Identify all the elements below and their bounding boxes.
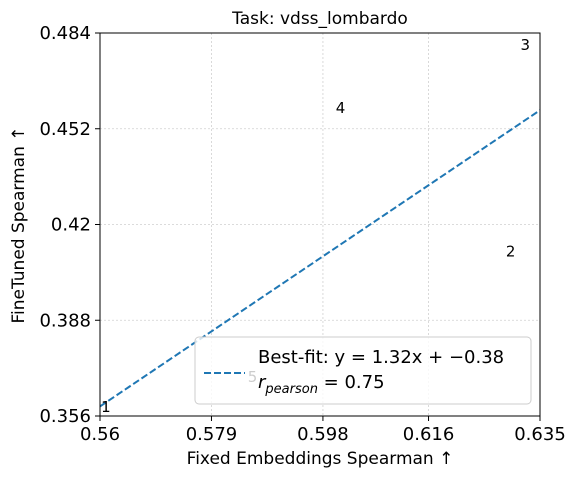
y-tick-label: 0.356: [39, 406, 91, 427]
x-axis-title: Fixed Embeddings Spearman ↑: [187, 449, 454, 469]
point-label-3: 3: [521, 36, 531, 54]
best-fit-line: [99, 109, 541, 408]
legend-pearson-value: = 0.75: [318, 372, 385, 393]
y-axis-ticks: 0.356 0.388 0.42 0.452 0.484: [39, 23, 100, 427]
legend: Best-fit: y = 1.32x + −0.38 rpearson = 0…: [194, 336, 532, 405]
x-tick-label: 0.579: [186, 424, 238, 445]
y-tick-label: 0.452: [39, 119, 91, 140]
y-tick-label: 0.484: [39, 23, 91, 44]
y-axis-title: FineTuned Spearman ↑: [9, 126, 29, 323]
legend-pearson-r: r: [258, 372, 267, 393]
chart-title: Task: vdss_lombardo: [231, 9, 408, 29]
point-label-2: 2: [506, 242, 516, 260]
x-tick-label: 0.56: [80, 424, 120, 445]
legend-pearson-subscript: pearson: [264, 382, 318, 397]
x-axis-ticks: 0.56 0.579 0.598 0.616 0.635: [80, 416, 566, 445]
legend-pearson-label: rpearson = 0.75: [258, 372, 385, 397]
fit-line-group: [99, 109, 541, 408]
x-tick-label: 0.616: [403, 424, 455, 445]
y-tick-label: 0.42: [51, 215, 91, 236]
x-tick-label: 0.635: [514, 424, 566, 445]
point-label-4: 4: [336, 99, 346, 117]
legend-box: [194, 336, 532, 405]
point-label-1: 1: [101, 398, 111, 416]
legend-fit-label: Best-fit: y = 1.32x + −0.38: [258, 347, 504, 368]
x-tick-label: 0.598: [297, 424, 349, 445]
y-tick-label: 0.388: [39, 310, 91, 331]
